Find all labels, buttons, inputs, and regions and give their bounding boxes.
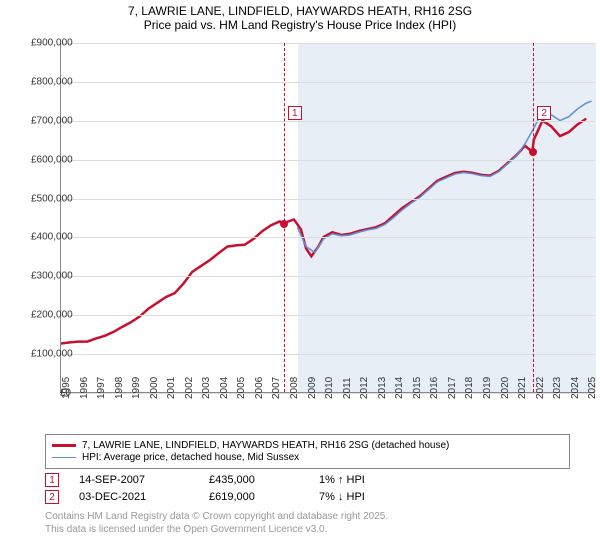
x-axis-label: 2011: [342, 377, 353, 399]
legend: 7, LAWRIE LANE, LINDFIELD, HAYWARDS HEAT…: [45, 434, 570, 469]
legend-label: HPI: Average price, detached house, Mid …: [82, 452, 299, 463]
x-axis-label: 2023: [552, 377, 563, 399]
x-axis-label: 2016: [429, 377, 440, 399]
x-axis-label: 2020: [500, 377, 511, 399]
x-axis-label: 2010: [324, 377, 335, 399]
legend-row: 7, LAWRIE LANE, LINDFIELD, HAYWARDS HEAT…: [52, 440, 563, 451]
x-axis-label: 2012: [359, 377, 370, 399]
x-axis-label: 2003: [201, 377, 212, 399]
x-axis-label: 1995: [61, 377, 72, 399]
sales-table: 1 14-SEP-2007 £435,000 1% ↑ HPI 2 03-DEC-2021…: [45, 473, 600, 504]
sale-index: 1: [45, 473, 59, 487]
y-axis-label: £200,000: [31, 310, 71, 321]
y-axis-label: £700,000: [31, 115, 71, 126]
x-axis-label: 2008: [289, 377, 300, 399]
sale-row: 1 14-SEP-2007 £435,000 1% ↑ HPI: [45, 473, 600, 487]
legend-label: 7, LAWRIE LANE, LINDFIELD, HAYWARDS HEAT…: [82, 440, 449, 451]
y-axis-label: £400,000: [31, 232, 71, 243]
x-axis-label: 2014: [394, 377, 405, 399]
sale-index: 2: [45, 490, 59, 504]
sale-price: £619,000: [209, 491, 299, 503]
footer-attribution: Contains HM Land Registry data © Crown c…: [45, 510, 600, 536]
x-axis-label: 2021: [517, 377, 528, 399]
sale-row: 2 03-DEC-2021 £619,000 7% ↓ HPI: [45, 490, 600, 504]
chart-title: 7, LAWRIE LANE, LINDFIELD, HAYWARDS HEAT…: [0, 0, 600, 18]
series-price_paid: [61, 119, 586, 344]
x-axis-label: 2009: [307, 377, 318, 399]
y-axis-label: £500,000: [31, 193, 71, 204]
sale-price: £435,000: [209, 474, 299, 486]
sale-delta: 1% ↑ HPI: [319, 474, 365, 486]
x-axis-label: 2006: [254, 377, 265, 399]
sale-vline: [284, 43, 285, 392]
chart-lines: [61, 43, 595, 392]
x-axis-label: 2017: [447, 377, 458, 399]
footer-line: This data is licensed under the Open Gov…: [45, 523, 600, 536]
x-axis-label: 2015: [412, 377, 423, 399]
footer-line: Contains HM Land Registry data © Crown c…: [45, 510, 600, 523]
x-axis-label: 2005: [236, 377, 247, 399]
sale-delta: 7% ↓ HPI: [319, 491, 365, 503]
x-axis-label: 2004: [219, 377, 230, 399]
chart-area: £0£100,000£200,000£300,000£400,000£500,0…: [30, 38, 600, 428]
y-axis-label: £800,000: [31, 76, 71, 87]
sale-date: 14-SEP-2007: [79, 474, 189, 486]
legend-row: HPI: Average price, detached house, Mid …: [52, 452, 563, 463]
plot: £0£100,000£200,000£300,000£400,000£500,0…: [60, 43, 595, 393]
y-axis-label: £600,000: [31, 154, 71, 165]
sale-marker: 2: [537, 106, 551, 120]
x-axis-label: 1996: [79, 377, 90, 399]
x-axis-label: 2000: [149, 377, 160, 399]
x-axis-label: 2019: [482, 377, 493, 399]
y-axis-label: £100,000: [31, 349, 71, 360]
x-axis-label: 2002: [184, 377, 195, 399]
x-axis-label: 2025: [587, 377, 598, 399]
x-axis-label: 1997: [96, 377, 107, 399]
x-axis-label: 2007: [271, 377, 282, 399]
x-axis-label: 2024: [570, 377, 581, 399]
sale-marker: 1: [288, 106, 302, 120]
y-axis-label: £900,000: [31, 38, 71, 49]
chart-subtitle: Price paid vs. HM Land Registry's House …: [0, 18, 600, 32]
sale-dot: [280, 220, 288, 228]
x-axis-label: 2013: [377, 377, 388, 399]
y-axis-label: £300,000: [31, 271, 71, 282]
legend-swatch: [52, 457, 76, 459]
x-axis-label: 1999: [131, 377, 142, 399]
sale-date: 03-DEC-2021: [79, 491, 189, 503]
sale-vline: [533, 43, 534, 392]
x-axis-label: 2022: [535, 377, 546, 399]
x-axis-label: 2018: [464, 377, 475, 399]
x-axis-label: 1998: [114, 377, 125, 399]
x-axis-label: 2001: [166, 377, 177, 399]
legend-swatch: [52, 444, 76, 447]
sale-dot: [529, 148, 537, 156]
